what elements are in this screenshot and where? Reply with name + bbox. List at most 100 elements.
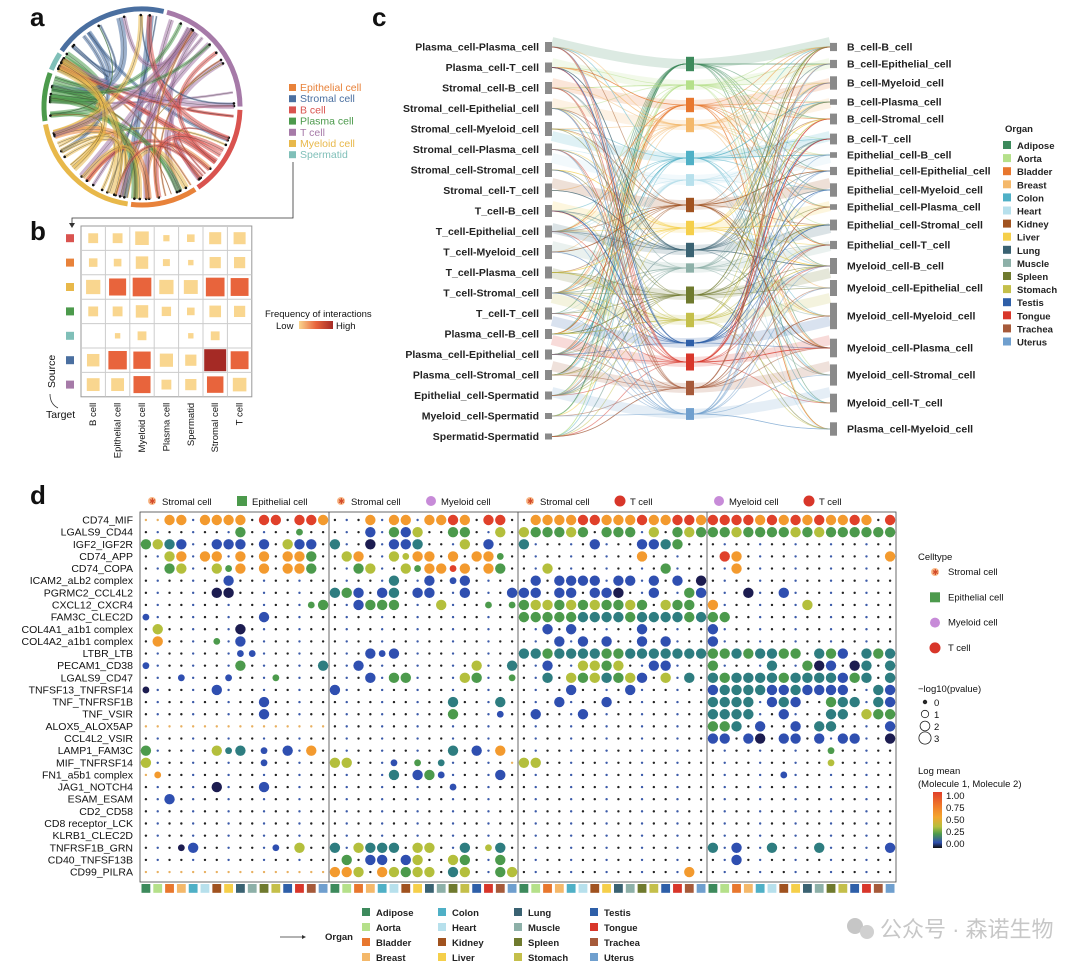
- dot: [499, 652, 502, 655]
- dot: [215, 700, 218, 704]
- dot: [735, 798, 738, 801]
- dot: [770, 640, 774, 643]
- dot: [369, 798, 372, 801]
- dot: [451, 615, 455, 619]
- dot: [262, 773, 266, 777]
- dot: [605, 567, 608, 570]
- dot: [731, 842, 742, 853]
- sankey-link: [551, 231, 687, 415]
- dot: [388, 587, 400, 599]
- sankey-link: [551, 124, 687, 294]
- dot: [593, 530, 596, 534]
- dot: [581, 822, 585, 825]
- sankey-link: [551, 204, 687, 355]
- dot: [376, 866, 388, 878]
- sankey-link: [693, 249, 831, 349]
- dot: [884, 514, 896, 526]
- dot: [176, 514, 187, 526]
- dot: [144, 700, 148, 704]
- dot: [719, 696, 730, 708]
- dot: [735, 810, 738, 813]
- chord-sector-myeloid-cell: [43, 123, 129, 207]
- dot: [818, 822, 821, 825]
- row-swatch-stromal-cell: [66, 356, 74, 365]
- dot: [152, 636, 163, 647]
- dot: [617, 834, 620, 837]
- dot: [239, 834, 242, 837]
- left-node-label: T_cell-Epithelial_cell: [436, 226, 539, 238]
- dot: [436, 563, 447, 574]
- dot: [428, 725, 431, 728]
- dot: [475, 773, 478, 777]
- dot: [227, 798, 230, 801]
- dot: [676, 591, 679, 595]
- organ-node-liver: [686, 220, 694, 236]
- group-receiver-label: T cell: [819, 497, 842, 508]
- dot: [534, 555, 537, 558]
- dot: [593, 822, 596, 825]
- watermark-text: 公众号 · 森诺生物: [880, 917, 1054, 942]
- dot: [428, 640, 431, 643]
- dot: [176, 551, 187, 562]
- dot: [239, 870, 242, 874]
- dot: [640, 822, 644, 825]
- organ-strip-cell: [165, 884, 174, 893]
- dot: [380, 543, 384, 546]
- dot: [333, 628, 337, 631]
- dot: [392, 628, 396, 631]
- dot: [884, 660, 896, 671]
- dot: [723, 567, 726, 570]
- dot: [365, 672, 376, 684]
- dot: [499, 798, 502, 801]
- sankey-link: [551, 333, 687, 415]
- dot: [770, 603, 774, 607]
- dot: [743, 733, 754, 744]
- dot: [877, 567, 880, 570]
- dot: [471, 672, 482, 684]
- dot: [664, 834, 667, 837]
- dot: [499, 591, 502, 595]
- dot: [262, 822, 266, 825]
- dot: [888, 798, 892, 801]
- dot: [227, 858, 230, 862]
- dot: [802, 599, 813, 611]
- dot: [829, 615, 833, 619]
- dot: [546, 834, 549, 837]
- dot: [707, 514, 719, 526]
- dot: [357, 761, 360, 764]
- dot: [794, 591, 797, 595]
- dot: [392, 700, 396, 704]
- dot: [625, 611, 636, 623]
- dot: [888, 567, 892, 570]
- dot: [558, 567, 561, 570]
- chord-link-outline: [82, 146, 141, 199]
- dot: [794, 579, 797, 582]
- chord-arrowhead: [232, 102, 236, 105]
- dot: [510, 640, 514, 643]
- dot: [227, 640, 230, 643]
- dot: [766, 660, 778, 671]
- dot: [251, 603, 254, 607]
- dot: [818, 555, 821, 558]
- dot: [144, 737, 148, 740]
- organ-strip-cell: [153, 884, 163, 893]
- dot: [321, 810, 325, 813]
- pvalue-legend-circle: [922, 699, 928, 705]
- dot: [227, 713, 230, 716]
- dot: [203, 567, 207, 570]
- dot: [558, 713, 561, 716]
- dot: [676, 785, 679, 789]
- dot: [298, 834, 301, 837]
- dot: [414, 565, 421, 572]
- dot: [829, 579, 833, 582]
- organ-legend-swatch: [438, 938, 446, 946]
- row-label: CD8 receptor_LCK: [44, 818, 133, 830]
- dot: [412, 551, 423, 562]
- dot: [203, 615, 207, 619]
- dot: [274, 713, 278, 716]
- dot: [251, 870, 254, 874]
- t-cell-icon: [614, 495, 626, 507]
- dot: [180, 640, 183, 643]
- dot: [699, 713, 703, 716]
- dot: [719, 709, 730, 720]
